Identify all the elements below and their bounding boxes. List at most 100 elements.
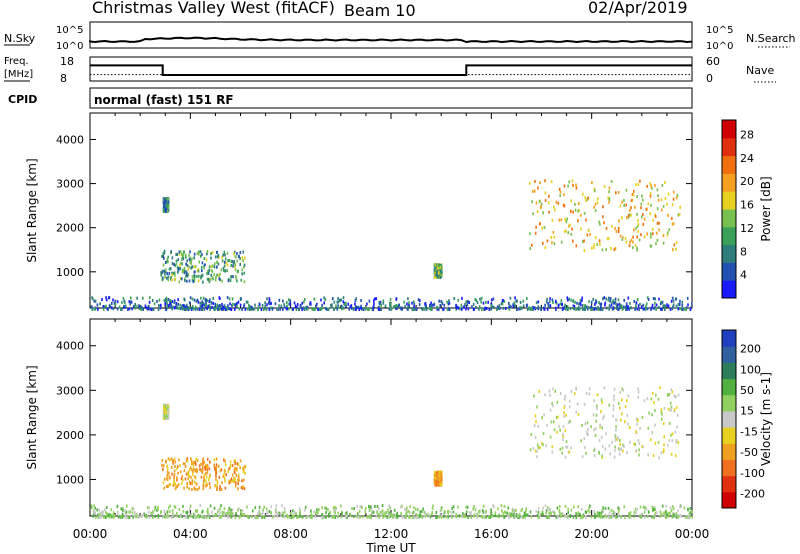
- velocity-cell: [667, 407, 670, 411]
- power-cell: [230, 259, 233, 263]
- power-cell: [207, 277, 210, 281]
- power-colorbar-swatch: [722, 262, 736, 281]
- power-cell: [227, 259, 229, 263]
- velocity-cell: [493, 505, 495, 509]
- power-cell: [336, 307, 339, 311]
- power-cell: [672, 248, 674, 252]
- power-cell: [215, 276, 217, 279]
- power-cell: [547, 302, 549, 306]
- power-cell: [205, 301, 207, 305]
- velocity-cell: [601, 456, 603, 460]
- power-cell: [222, 253, 224, 257]
- velocity-cell: [518, 514, 520, 518]
- power-cell: [171, 278, 173, 282]
- velocity-cell: [203, 478, 205, 482]
- power-cell: [490, 298, 493, 302]
- velocity-cell: [638, 453, 640, 457]
- power-cell: [349, 305, 352, 309]
- velocity-cell: [346, 514, 348, 518]
- velocity-cell: [377, 512, 380, 516]
- power-cell: [593, 307, 596, 311]
- velocity-cell: [573, 505, 575, 509]
- velocity-cell: [605, 432, 607, 436]
- velocity-cell: [184, 477, 187, 481]
- velocity-cell: [387, 508, 389, 512]
- power-cell: [205, 258, 208, 262]
- velocity-cell: [176, 511, 178, 515]
- power-cell: [425, 307, 428, 311]
- power-cell: [188, 265, 190, 269]
- power-cell: [188, 279, 191, 283]
- power-cell: [165, 200, 167, 204]
- power-colorbar-tick: 20: [740, 175, 754, 188]
- power-cell: [661, 301, 663, 305]
- power-cell: [446, 300, 448, 304]
- velocity-cell: [394, 515, 396, 519]
- power-cell: [190, 266, 192, 270]
- power-cell: [205, 298, 207, 302]
- velocity-cell: [223, 472, 225, 476]
- power-cell: [223, 304, 226, 308]
- power-cell: [175, 302, 178, 305]
- power-cell: [623, 199, 625, 202]
- velocity-cell: [598, 513, 601, 517]
- power-cell: [182, 257, 185, 260]
- velocity-cell: [429, 515, 432, 519]
- velocity-cell: [188, 474, 191, 478]
- velocity-cell: [234, 466, 236, 470]
- power-cell: [626, 216, 628, 220]
- power-cell: [460, 303, 463, 307]
- power-cell: [175, 262, 178, 266]
- power-cell: [226, 251, 229, 255]
- power-cell: [554, 299, 557, 303]
- velocity-cell: [237, 473, 240, 477]
- power-cell: [501, 302, 504, 306]
- power-cell: [672, 197, 675, 201]
- velocity-cell: [121, 513, 124, 517]
- velocity-cell: [620, 418, 622, 422]
- power-cell: [227, 279, 230, 283]
- power-cell: [438, 267, 440, 271]
- power-cell: [165, 209, 167, 213]
- power-cell: [575, 186, 578, 190]
- velocity-colorbar-swatch: [722, 427, 736, 444]
- velocity-cell: [97, 515, 99, 519]
- velocity-cell: [171, 472, 173, 476]
- power-cell: [631, 193, 634, 196]
- velocity-cell: [536, 455, 538, 459]
- power-cell: [478, 307, 480, 311]
- power-cell: [194, 265, 197, 269]
- power-cell: [138, 307, 141, 310]
- power-cell: [163, 251, 166, 255]
- velocity-cell: [405, 513, 408, 517]
- power-cell: [354, 299, 357, 302]
- velocity-cell: [674, 394, 676, 398]
- power-cell: [633, 189, 635, 193]
- velocity-cell: [173, 478, 175, 482]
- velocity-cell: [644, 515, 646, 519]
- velocity-cell: [546, 508, 549, 512]
- velocity-cell: [215, 468, 218, 472]
- velocity-cell: [406, 510, 408, 514]
- velocity-cell: [541, 511, 544, 514]
- power-cell: [244, 256, 246, 260]
- velocity-cell: [482, 504, 485, 508]
- power-cell: [428, 307, 431, 311]
- power-cell: [243, 263, 246, 267]
- power-ylabel: Slant Range [km]: [25, 158, 39, 262]
- power-cell: [572, 239, 574, 243]
- velocity-cell: [622, 388, 625, 392]
- power-cell: [354, 302, 356, 306]
- velocity-cell: [182, 478, 184, 482]
- velocity-cell: [529, 510, 532, 514]
- velocity-cell: [108, 513, 111, 517]
- power-cell: [258, 303, 261, 307]
- power-cell: [467, 300, 469, 304]
- velocity-cell: [637, 390, 640, 394]
- velocity-cell: [124, 509, 126, 513]
- power-cell: [657, 194, 659, 198]
- power-cell: [389, 303, 391, 307]
- velocity-cell: [303, 508, 306, 512]
- power-cell: [436, 272, 438, 276]
- velocity-cell: [173, 457, 176, 461]
